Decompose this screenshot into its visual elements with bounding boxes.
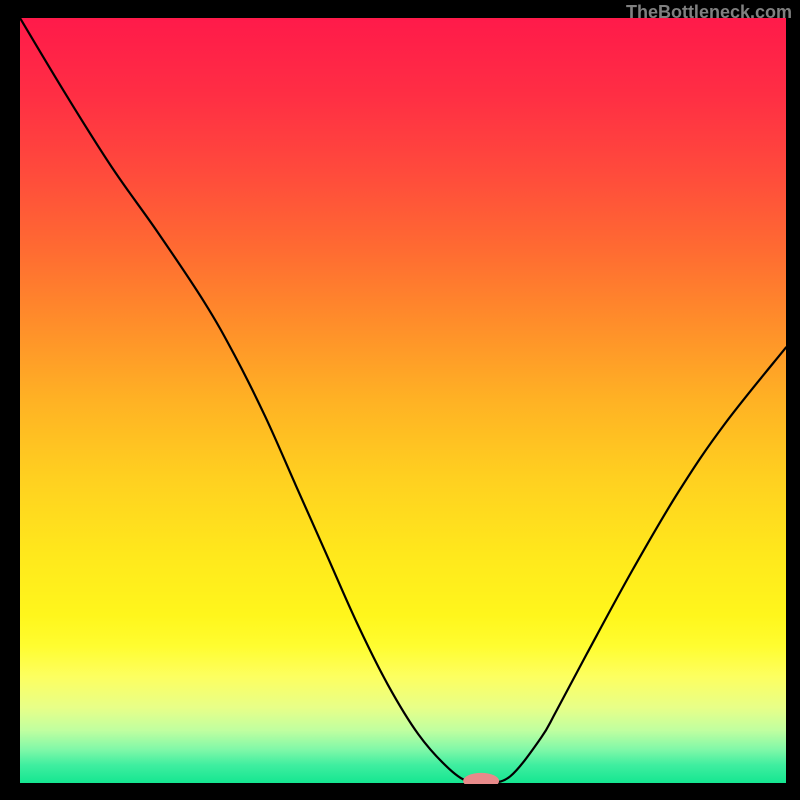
plot-area (20, 18, 786, 784)
plot-svg (20, 18, 786, 784)
watermark-text: TheBottleneck.com (626, 2, 792, 23)
chart-background (20, 18, 786, 784)
chart-container: TheBottleneck.com (0, 0, 800, 800)
